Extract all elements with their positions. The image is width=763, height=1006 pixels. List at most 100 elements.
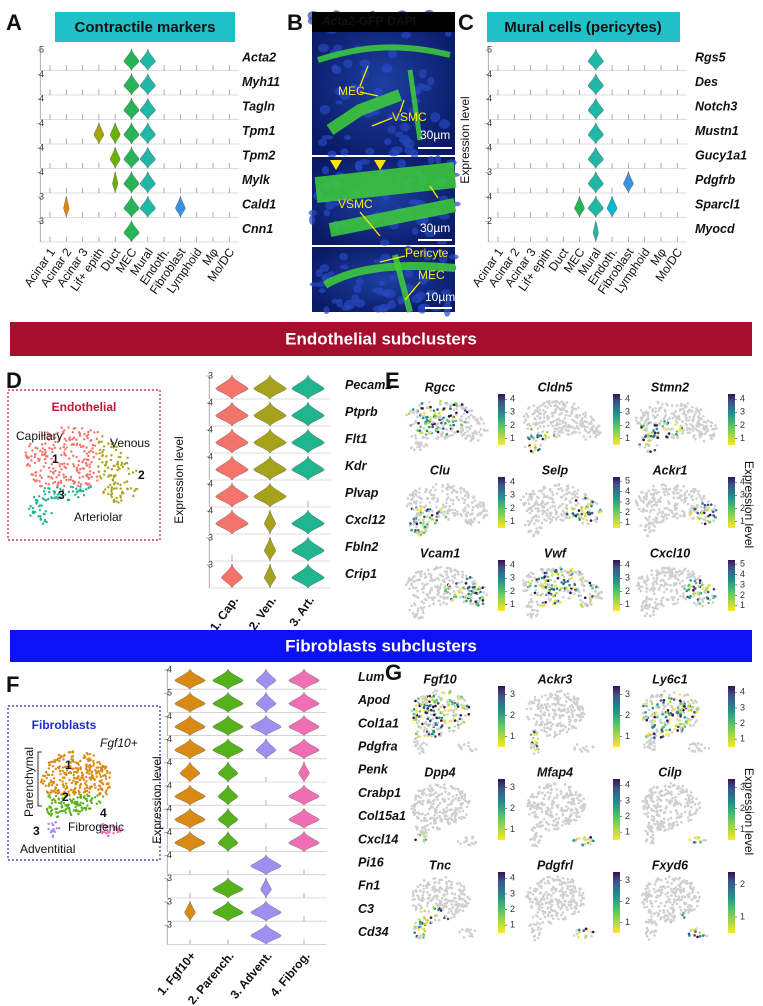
umap-point — [80, 797, 82, 799]
nucleus — [430, 112, 440, 122]
violin — [289, 808, 319, 828]
umap-point — [543, 603, 546, 606]
umap-point — [535, 440, 538, 443]
umap-point — [435, 717, 438, 720]
umap-point — [72, 490, 74, 492]
umap-point — [437, 702, 440, 705]
x-tick-label: 1. Cap. — [207, 594, 241, 634]
umap-point — [679, 569, 682, 572]
umap-point — [416, 721, 419, 724]
umap-point — [565, 410, 568, 413]
umap-point — [70, 789, 72, 791]
umap-point — [554, 602, 557, 605]
colorbar-tick-label: 1 — [625, 599, 630, 609]
umap-point — [647, 735, 650, 738]
cluster-number: 2 — [62, 790, 69, 804]
gene-label: Acta2 — [241, 51, 276, 65]
umap-point — [130, 487, 132, 489]
violin — [292, 375, 324, 399]
umap-point — [416, 730, 419, 733]
umap-point — [457, 796, 460, 799]
colorbar — [728, 560, 735, 611]
colorbar-tick-label: 1 — [510, 516, 515, 526]
umap-point — [29, 465, 31, 467]
umap-point — [713, 508, 716, 511]
umap-point — [647, 436, 650, 439]
umap-point — [703, 597, 706, 600]
umap-point — [72, 750, 74, 752]
umap-point — [531, 609, 534, 612]
umap-point — [531, 580, 534, 583]
umap-point — [543, 416, 546, 419]
umap-point — [663, 417, 666, 420]
umap-point — [589, 600, 592, 603]
umap-point — [679, 409, 682, 412]
y-tick-label: 3 — [487, 167, 492, 177]
umap-point — [692, 724, 695, 727]
umap-point — [590, 584, 593, 587]
umap-point — [646, 492, 649, 495]
umap-point — [41, 454, 43, 456]
umap-point — [434, 522, 437, 525]
colorbar — [613, 686, 620, 747]
umap-point — [646, 534, 649, 537]
nucleus — [387, 126, 396, 134]
nucleus — [388, 50, 397, 59]
umap-point — [433, 602, 436, 605]
umap-point — [665, 414, 668, 417]
gene-label: Col1a1 — [358, 716, 399, 730]
plot-title: Selp — [542, 463, 569, 477]
umap-point — [695, 407, 698, 410]
umap-point — [107, 493, 109, 495]
umap-point — [543, 727, 546, 730]
umap-point — [62, 474, 64, 476]
umap-point — [544, 703, 547, 706]
umap-point — [85, 482, 87, 484]
umap-point — [410, 447, 413, 450]
umap-point — [85, 780, 87, 782]
umap-point — [87, 459, 89, 461]
umap-point — [419, 508, 422, 511]
umap-point — [50, 830, 52, 832]
umap-point — [645, 705, 648, 708]
colorbar-tick-label: 3 — [510, 573, 515, 583]
umap-point — [406, 581, 409, 584]
umap-point — [667, 709, 670, 712]
umap-point — [88, 773, 90, 775]
umap-point — [693, 505, 696, 508]
umap-point — [111, 486, 113, 488]
umap-point — [687, 402, 690, 405]
umap-point — [432, 802, 435, 805]
nucleus — [327, 150, 336, 157]
umap-point — [699, 602, 702, 605]
umap-point — [44, 520, 46, 522]
umap-point — [673, 603, 676, 606]
umap-point — [51, 448, 53, 450]
umap-point — [470, 597, 473, 600]
nucleus — [397, 159, 406, 169]
umap-point — [473, 416, 476, 419]
umap-point — [573, 403, 576, 406]
umap-point — [531, 613, 534, 616]
umap-point — [51, 809, 53, 811]
nucleus — [318, 139, 327, 147]
violin — [124, 172, 139, 194]
colorbar — [728, 686, 735, 747]
umap-point — [59, 779, 61, 781]
umap-point — [692, 742, 695, 745]
umap-point — [530, 746, 533, 749]
umap-point — [555, 517, 558, 520]
umap-point — [571, 571, 574, 574]
umap-point — [120, 499, 122, 501]
umap-point — [428, 491, 431, 494]
umap-point — [642, 501, 645, 504]
umap-point — [29, 514, 31, 516]
umap-point — [677, 726, 680, 729]
umap-point — [651, 505, 654, 508]
umap-point — [687, 700, 690, 703]
umap-point — [65, 479, 67, 481]
plot-title: Dpp4 — [424, 765, 455, 779]
umap-point — [586, 426, 589, 429]
umap-point — [653, 739, 656, 742]
umap-point — [96, 803, 98, 805]
